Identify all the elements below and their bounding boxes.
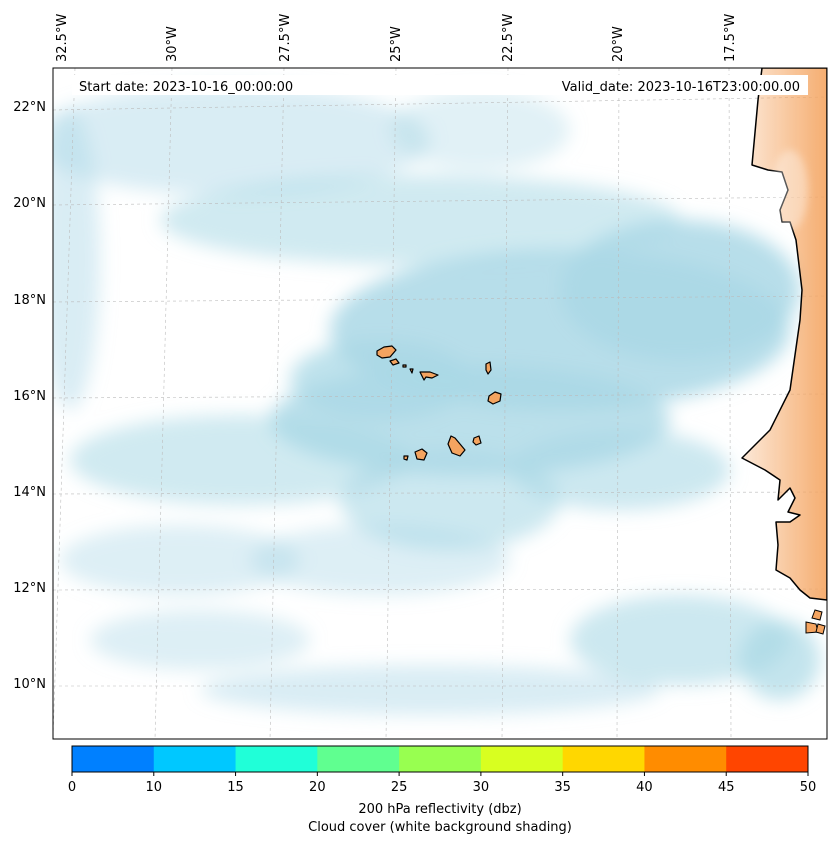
- colorbar-segment: [235, 746, 318, 772]
- colorbar-ticks: 0 10 15 20 25 30 35 40 45 50: [68, 772, 816, 795]
- colorbar-label: 200 hPa reflectivity (dbz): [358, 802, 521, 817]
- colorbar-tick-label: 45: [718, 780, 735, 795]
- colorbar-segment: [726, 746, 809, 772]
- colorbar-tick-label: 15: [227, 780, 244, 795]
- valid-date: Valid_date: 2023-10-16T23:00:00.00: [562, 80, 800, 95]
- island-brava: [403, 455, 409, 461]
- colorbar-segment: [153, 746, 237, 772]
- colorbar-tick-label: 40: [636, 780, 653, 795]
- lat-label-22n: 22°N: [13, 100, 46, 115]
- lat-label-10n: 10°N: [13, 677, 46, 692]
- island-santiago: [447, 435, 466, 457]
- island-sao-nicolau-main: [419, 371, 439, 381]
- island-sao-nicolau: [409, 368, 414, 374]
- island-santa-luzia: [402, 364, 407, 368]
- island-sal: [485, 361, 492, 375]
- lat-label-14n: 14°N: [13, 485, 46, 500]
- cape-verde-islands: [376, 345, 502, 461]
- colorbar: 0 10 15 20 25 30 35 40 45 50 200 hPa reflectivity…: [68, 745, 816, 835]
- island-santo-antao: [376, 345, 397, 359]
- map-area: [53, 68, 827, 739]
- colorbar-frame: [71, 745, 809, 773]
- colorbar-segment: [399, 746, 482, 772]
- start-date: Start date: 2023-10-16_00:00:00: [79, 80, 293, 95]
- colorbar-segment: [562, 746, 645, 772]
- lon-label-32-5w: 32.5°W: [55, 14, 70, 62]
- colorbar-segment: [644, 746, 727, 772]
- graticule: [53, 68, 827, 739]
- lat-label-12n: 12°N: [13, 581, 46, 596]
- island-boa-vista: [487, 391, 502, 405]
- colorbar-sublabel: Cloud cover (white background shading): [308, 820, 572, 835]
- colorbar-segment: [480, 746, 564, 772]
- colorbar-segments: [72, 746, 809, 772]
- colorbar-segment: [72, 746, 155, 772]
- island-maio: [472, 435, 482, 446]
- colorbar-tick-label: 25: [391, 780, 408, 795]
- island-sao-vicente: [389, 358, 400, 366]
- lon-label-27-5w: 27.5°W: [278, 14, 293, 62]
- lat-label-16n: 16°N: [13, 389, 46, 404]
- cloud-cover-shading: [53, 85, 820, 715]
- latitude-labels: 22°N 20°N 18°N 16°N 14°N 12°N 10°N: [13, 100, 46, 692]
- longitude-labels: 32.5°W 30°W 27.5°W 25°W 22.5°W 20°W 17.5…: [55, 14, 738, 62]
- colorbar-tick-label: 50: [800, 780, 817, 795]
- lon-label-17-5w: 17.5°W: [723, 14, 738, 62]
- colorbar-tick-label: 20: [309, 780, 326, 795]
- west-africa-coast: [741, 68, 827, 635]
- colorbar-tick-label: 0: [68, 780, 76, 795]
- lat-label-18n: 18°N: [13, 293, 46, 308]
- lon-label-20w: 20°W: [611, 26, 626, 62]
- date-banner: [72, 75, 808, 95]
- colorbar-segment: [317, 746, 400, 772]
- lon-label-30w: 30°W: [165, 26, 180, 62]
- colorbar-tick-label: 10: [146, 780, 163, 795]
- lat-label-20n: 20°N: [13, 196, 46, 211]
- lon-label-22-5w: 22.5°W: [501, 14, 516, 62]
- colorbar-tick-label: 30: [473, 780, 490, 795]
- colorbar-tick-label: 35: [554, 780, 571, 795]
- lon-label-25w: 25°W: [389, 26, 404, 62]
- island-fogo: [414, 448, 428, 461]
- map-frame: [52, 67, 828, 740]
